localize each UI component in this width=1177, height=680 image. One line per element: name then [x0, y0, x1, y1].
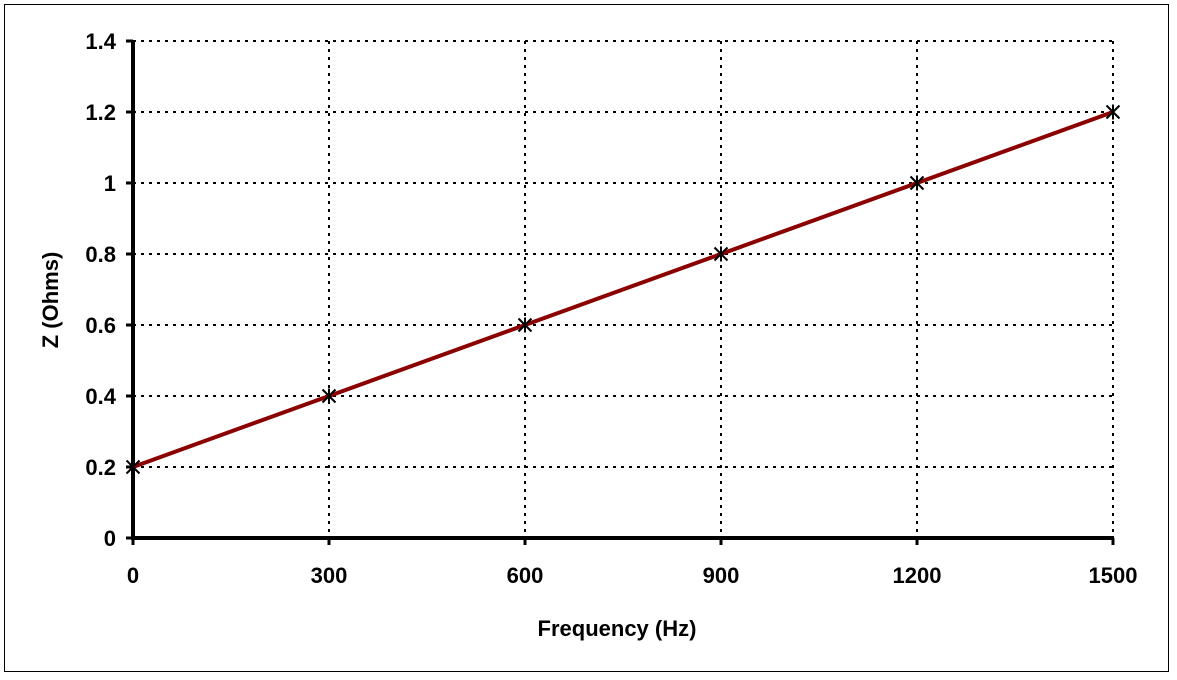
y-tick-label: 1.4 — [85, 29, 116, 54]
series-group — [125, 104, 1121, 475]
y-tick-label: 0.2 — [85, 455, 116, 480]
y-tick-labels: 0 0.2 0.4 0.6 0.8 1 1.2 1.4 — [85, 29, 116, 551]
y-tick-label: 0.4 — [85, 384, 116, 409]
x-tick-label: 900 — [703, 563, 740, 588]
x-tick-label: 0 — [127, 563, 139, 588]
grid-lines — [133, 40, 1114, 538]
x-axis-title: Frequency (Hz) — [538, 616, 697, 641]
data-point-marker — [713, 246, 729, 262]
x-tick-label: 1500 — [1089, 563, 1138, 588]
data-point-marker — [909, 175, 925, 191]
data-point-marker — [125, 459, 141, 475]
x-tick-label: 600 — [507, 563, 544, 588]
chart-frame — [4, 4, 1169, 672]
y-tick-label: 0.8 — [85, 242, 116, 267]
y-tick-label: 1 — [104, 171, 116, 196]
data-point-marker — [517, 317, 533, 333]
series-line — [132, 110, 1114, 469]
data-point-marker — [321, 388, 337, 404]
data-point-marker — [1105, 104, 1121, 120]
axes — [126, 39, 1115, 545]
x-tick-label: 1200 — [893, 563, 942, 588]
y-tick-label: 0.6 — [85, 313, 116, 338]
y-tick-label: 1.2 — [85, 100, 116, 125]
y-tick-label: 0 — [104, 526, 116, 551]
x-tick-labels: 0 300 600 900 1200 1500 — [127, 563, 1138, 588]
x-tick-label: 300 — [311, 563, 348, 588]
y-axis-title: Z (Ohms) — [38, 252, 63, 349]
